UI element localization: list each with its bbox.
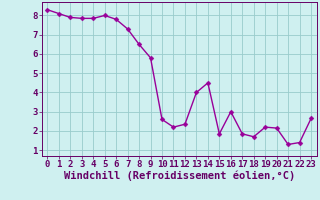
X-axis label: Windchill (Refroidissement éolien,°C): Windchill (Refroidissement éolien,°C) — [64, 171, 295, 181]
